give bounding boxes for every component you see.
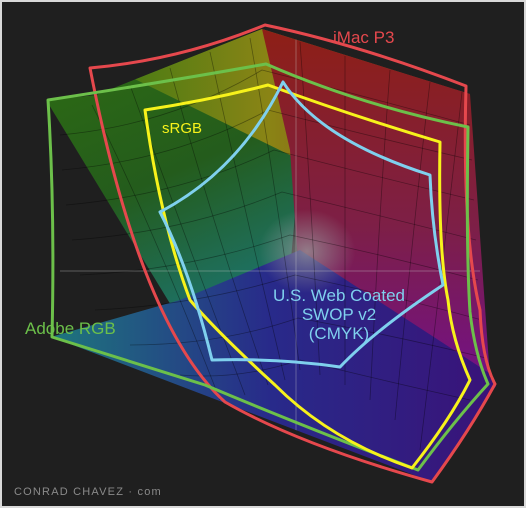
gamut-solid	[48, 29, 496, 482]
srgb-label: sRGB	[162, 120, 203, 137]
swop-cmyk-outline	[158, 80, 445, 369]
credit-text: CONRAD CHAVEZ · com	[14, 486, 162, 498]
swop-cmyk-label: U.S. Web Coated SWOP v2 (CMYK)	[264, 286, 414, 343]
swop-label-line1: U.S. Web Coated	[273, 286, 405, 305]
swop-label-line2: SWOP v2	[301, 305, 377, 324]
imac-p3-label: iMac P3	[333, 28, 395, 47]
swop-label-line3: (CMYK)	[308, 324, 370, 343]
adobe-rgb-label: Adobe RGB	[25, 319, 116, 338]
adobe-rgb-outline	[46, 62, 490, 472]
srgb-outline	[143, 83, 472, 470]
